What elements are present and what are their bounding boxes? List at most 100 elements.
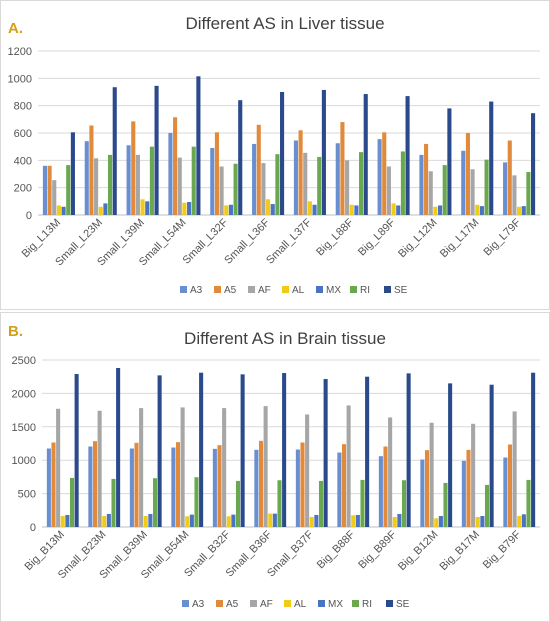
bar-ri: [317, 156, 322, 215]
legend-label-af: AF: [258, 285, 271, 296]
bar-a5: [258, 440, 264, 527]
bar-al: [391, 203, 396, 215]
bar-a3: [503, 457, 508, 527]
bar-af: [345, 160, 350, 215]
bar-al: [307, 201, 312, 215]
bar-al: [266, 199, 271, 215]
bar-af: [222, 408, 227, 527]
bar-af: [346, 405, 351, 527]
bar-mx: [106, 513, 111, 527]
bar-ri: [401, 480, 407, 527]
bar-al: [433, 206, 438, 215]
bar-af: [386, 166, 391, 215]
bar-mx: [270, 204, 275, 215]
legend-label-mx: MX: [328, 599, 343, 610]
legend-swatch-al: [284, 600, 291, 607]
y-tick-label: 1200: [8, 46, 32, 58]
bar-mx: [314, 514, 319, 527]
bar-ri: [526, 479, 531, 527]
bar-ri: [69, 477, 75, 527]
bar-al: [60, 515, 65, 527]
bar-a5: [89, 125, 94, 215]
bar-af: [471, 423, 476, 527]
bar-a3: [210, 148, 215, 215]
bar-a5: [383, 446, 388, 527]
bar-af: [470, 169, 475, 215]
bar-ri: [108, 154, 113, 215]
bar-a3: [129, 448, 134, 527]
bar-ri: [484, 484, 490, 527]
bar-a5: [466, 449, 471, 527]
panel-b-title: Different AS in Brain tissue: [184, 329, 386, 348]
legend-swatch-a5: [214, 286, 221, 293]
bar-se: [154, 85, 159, 215]
panel-a-legend: A3 A5 AF AL MX RI SE: [180, 285, 408, 296]
bar-se: [240, 374, 245, 527]
bar-a5: [382, 132, 387, 215]
bar-se: [489, 101, 494, 215]
bar-mx: [145, 201, 150, 215]
bar-mx: [231, 514, 236, 527]
bar-af: [303, 152, 308, 215]
bar-af: [177, 157, 182, 215]
bar-se: [196, 76, 201, 216]
bar-al: [224, 205, 229, 215]
bar-af: [52, 180, 57, 215]
legend-label-se: SE: [396, 599, 410, 610]
y-tick-label: 2500: [12, 355, 36, 367]
bar-a5: [256, 124, 261, 215]
bar-a3: [42, 165, 47, 215]
bar-mx: [521, 206, 526, 215]
bar-a5: [340, 122, 345, 215]
bar-ri: [400, 151, 405, 215]
bar-se: [323, 379, 328, 527]
bar-af: [512, 411, 517, 527]
bar-a5: [341, 444, 347, 527]
y-tick-label: 800: [14, 101, 32, 113]
bar-se: [116, 368, 121, 527]
bar-se: [363, 94, 368, 215]
bar-a5: [424, 143, 429, 215]
bar-mx: [397, 513, 402, 527]
bar-ri: [526, 171, 531, 215]
legend-label-se: SE: [394, 285, 408, 296]
legend-label-al: AL: [294, 599, 307, 610]
bar-mx: [61, 206, 66, 215]
bar-a3: [126, 145, 131, 215]
bar-ri: [484, 159, 489, 215]
bar-a3: [254, 449, 259, 527]
bar-ri: [275, 154, 280, 215]
bar-se: [70, 132, 75, 215]
legend-swatch-al: [282, 286, 289, 293]
bar-a3: [212, 448, 217, 527]
bar-al: [143, 515, 148, 527]
legend-swatch-ri: [350, 286, 357, 293]
legend-label-af: AF: [260, 599, 273, 610]
bar-se: [448, 383, 453, 527]
bar-mx: [354, 205, 359, 215]
bar-al: [351, 515, 356, 527]
bar-a3: [168, 133, 173, 215]
bar-a5: [507, 444, 513, 527]
legend-label-a3: A3: [192, 599, 205, 610]
legend-swatch-se: [386, 600, 393, 607]
bar-se: [531, 113, 536, 215]
bar-al: [226, 516, 231, 527]
legend-label-mx: MX: [326, 285, 341, 296]
legend-label-ri: RI: [360, 285, 370, 296]
bar-a3: [88, 446, 93, 527]
bar-ri: [359, 152, 364, 215]
bar-se: [405, 96, 410, 215]
bar-af: [388, 417, 393, 527]
bar-af: [97, 410, 102, 527]
bar-al: [268, 513, 273, 527]
bar-a3: [46, 448, 51, 527]
bar-mx: [187, 202, 192, 215]
bar-a5: [217, 445, 222, 527]
legend-label-a3: A3: [190, 285, 203, 296]
bar-a5: [175, 442, 181, 527]
bar-af: [429, 422, 434, 527]
bar-a5: [300, 442, 305, 527]
bar-a3: [335, 143, 340, 215]
panel-b-y-axis: 0 500 1000 1500 2000 2500: [12, 355, 36, 534]
